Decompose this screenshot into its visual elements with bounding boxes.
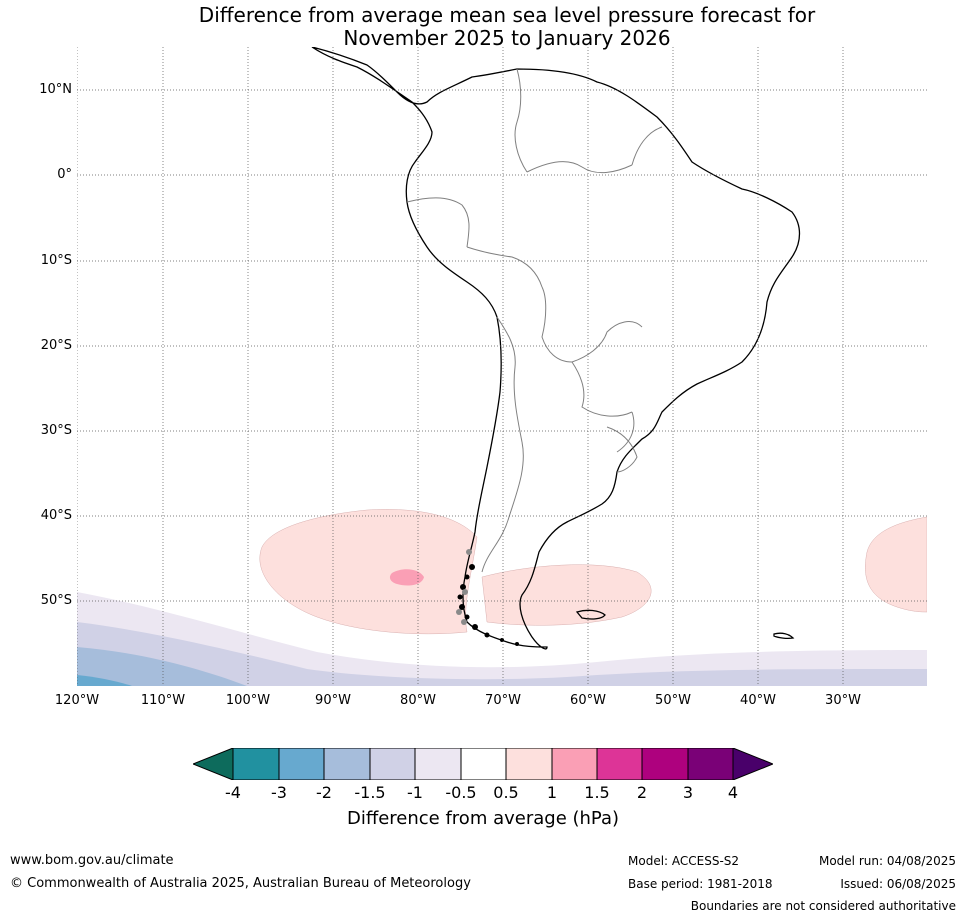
country-borders bbox=[406, 68, 663, 573]
colorbar-swatch-10 bbox=[641, 748, 689, 780]
cb-tick-9: 1.5 bbox=[584, 783, 610, 802]
cb-tick-7: 0.5 bbox=[493, 783, 519, 802]
lat-label-50s: 50°S bbox=[40, 593, 72, 608]
lat-label-20s: 20°S bbox=[40, 338, 72, 353]
cb-tick-5: -1 bbox=[407, 783, 423, 802]
cb-tick-12: 4 bbox=[727, 783, 739, 802]
chilean-archipelago-grey bbox=[456, 549, 472, 625]
falkland-islands bbox=[575, 609, 606, 620]
lon-label-60w: 60°W bbox=[570, 693, 606, 708]
title-line-2: November 2025 to January 2026 bbox=[343, 26, 671, 50]
south-america-coastline bbox=[311, 47, 801, 650]
colorbar-swatch-1 bbox=[232, 748, 280, 780]
colorbar-swatch-9 bbox=[596, 748, 643, 780]
colorbar-extend-high bbox=[732, 748, 773, 780]
cb-tick-4: -1.5 bbox=[354, 783, 386, 802]
footer-disclaimer: Boundaries are not considered authoritat… bbox=[690, 899, 956, 913]
map-panel bbox=[77, 47, 927, 686]
anomaly-blob-positive-inner bbox=[389, 569, 424, 586]
colorbar-swatch-6 bbox=[460, 748, 507, 780]
chilean-archipelago bbox=[457, 564, 519, 646]
footer-copyright: © Commonwealth of Australia 2025, Austra… bbox=[10, 876, 471, 891]
cb-tick-2: -3 bbox=[271, 783, 287, 802]
lon-label-50w: 50°W bbox=[655, 693, 691, 708]
lon-label-30w: 30°W bbox=[825, 693, 861, 708]
anomaly-blob-positive-east bbox=[481, 564, 652, 626]
colorbar bbox=[193, 748, 773, 780]
chart-title: Difference from average mean sea level p… bbox=[0, 4, 965, 50]
lon-label-100w: 100°W bbox=[225, 693, 271, 708]
lat-label-10s: 10°S bbox=[40, 253, 72, 268]
graticule bbox=[77, 47, 927, 686]
lon-label-40w: 40°W bbox=[740, 693, 776, 708]
lat-label-30s: 30°S bbox=[40, 423, 72, 438]
footer-base-period: Base period: 1981-2018 bbox=[628, 877, 773, 891]
lon-label-70w: 70°W bbox=[485, 693, 521, 708]
anomaly-band-minus-2 bbox=[77, 675, 132, 686]
colorbar-swatch-11 bbox=[687, 748, 734, 780]
anomaly-blob-positive-far-east bbox=[865, 516, 927, 613]
anomaly-blob-positive-west bbox=[259, 509, 478, 635]
lon-label-120w: 120°W bbox=[54, 693, 100, 708]
lon-label-110w: 110°W bbox=[140, 693, 186, 708]
colorbar-swatch-2 bbox=[278, 748, 325, 780]
title-line-1: Difference from average mean sea level p… bbox=[198, 3, 816, 27]
lat-label-10n: 10°N bbox=[39, 82, 72, 97]
cb-tick-11: 3 bbox=[682, 783, 694, 802]
footer-website[interactable]: www.bom.gov.au/climate bbox=[10, 853, 174, 868]
colorbar-label: Difference from average (hPa) bbox=[346, 808, 620, 829]
anomaly-band-minus-1-5 bbox=[77, 647, 247, 686]
lon-label-80w: 80°W bbox=[400, 693, 436, 708]
colorbar-swatch-8 bbox=[551, 748, 598, 780]
cb-tick-8: 1 bbox=[546, 783, 558, 802]
cb-tick-1: -4 bbox=[225, 783, 241, 802]
cb-tick-10: 2 bbox=[636, 783, 648, 802]
continent-outlines bbox=[311, 47, 801, 650]
footer-issued: Issued: 06/08/2025 bbox=[840, 877, 956, 891]
lat-label-0: 0° bbox=[57, 167, 72, 182]
south-georgia bbox=[773, 632, 795, 640]
colorbar-swatch-5 bbox=[414, 748, 462, 780]
anomaly-shading bbox=[77, 509, 927, 686]
colorbar-swatch-3 bbox=[323, 748, 371, 780]
colorbar-swatch-7 bbox=[505, 748, 553, 780]
cb-tick-6: -0.5 bbox=[445, 783, 477, 802]
colorbar-extend-low bbox=[193, 748, 234, 780]
footer-model-run: Model run: 04/08/2025 bbox=[818, 854, 956, 868]
lat-label-40s: 40°S bbox=[40, 508, 72, 523]
colorbar-swatch-4 bbox=[369, 748, 416, 780]
anomaly-band-minus-1 bbox=[77, 622, 927, 686]
cb-tick-3: -2 bbox=[316, 783, 332, 802]
lon-label-90w: 90°W bbox=[315, 693, 351, 708]
anomaly-band-minus-0-5 bbox=[77, 592, 927, 686]
footer-model: Model: ACCESS-S2 bbox=[628, 854, 740, 868]
